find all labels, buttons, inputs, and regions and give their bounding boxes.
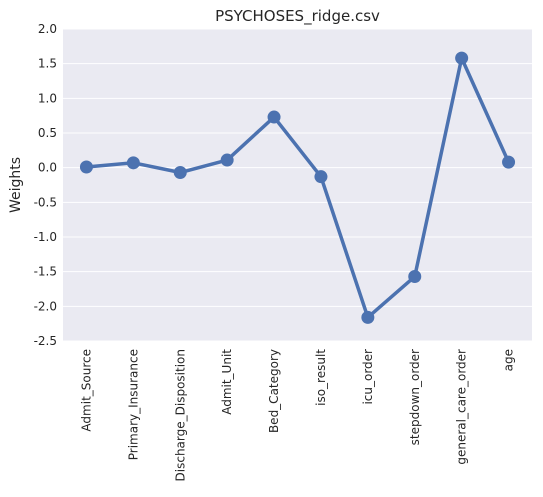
x-tick-label: age (502, 349, 516, 371)
plot-area (63, 29, 532, 341)
data-point (126, 156, 140, 170)
data-point (267, 110, 281, 124)
x-tick-label: iso_result (314, 349, 328, 406)
x-tick-label: general_care_order (455, 349, 469, 465)
y-axis-label: Weights (8, 157, 24, 213)
data-point (314, 170, 328, 184)
y-tick-label: 1.0 (38, 91, 57, 105)
series-line (86, 56, 511, 320)
data-point (173, 166, 187, 180)
x-tick-label: Discharge_Disposition (173, 349, 187, 481)
y-tick-label: -1.0 (34, 230, 57, 244)
x-tick-label: Admit_Source (79, 349, 93, 432)
x-tick-label: Primary_Insurance (126, 349, 140, 460)
y-tick-label: 0.5 (38, 126, 57, 140)
y-tick-labels: 2.0 1.5 1.0 0.5 0.0 -0.5 -1.0 -1.5 -2.0 -2.5 (34, 22, 57, 348)
data-point (408, 270, 422, 284)
data-point (502, 155, 516, 169)
series-line-layer (86, 56, 511, 320)
data-point (79, 160, 93, 174)
grid-lines (63, 28, 532, 342)
x-tick-label: Admit_Unit (220, 349, 234, 415)
y-tick-label: 0.0 (38, 161, 57, 175)
x-tick-label: Bed_Category (267, 349, 281, 433)
data-point (361, 310, 375, 324)
y-tick-label: 1.5 (38, 57, 57, 71)
series-points-layer (79, 51, 516, 324)
y-tick-label: -2.0 (34, 299, 57, 313)
y-tick-label: -0.5 (34, 195, 57, 209)
x-tick-labels: Admit_Source Primary_Insurance Discharge_D… (79, 349, 515, 482)
data-point (455, 51, 469, 65)
y-tick-label: -1.5 (34, 265, 57, 279)
chart-title: PSYCHOSES_ridge.csv (215, 7, 380, 26)
x-tick-label: icu_order (361, 349, 375, 405)
x-tick-label: stepdown_order (408, 349, 422, 445)
data-point (220, 153, 234, 167)
y-tick-label: 2.0 (38, 22, 57, 36)
y-tick-label: -2.5 (34, 334, 57, 348)
